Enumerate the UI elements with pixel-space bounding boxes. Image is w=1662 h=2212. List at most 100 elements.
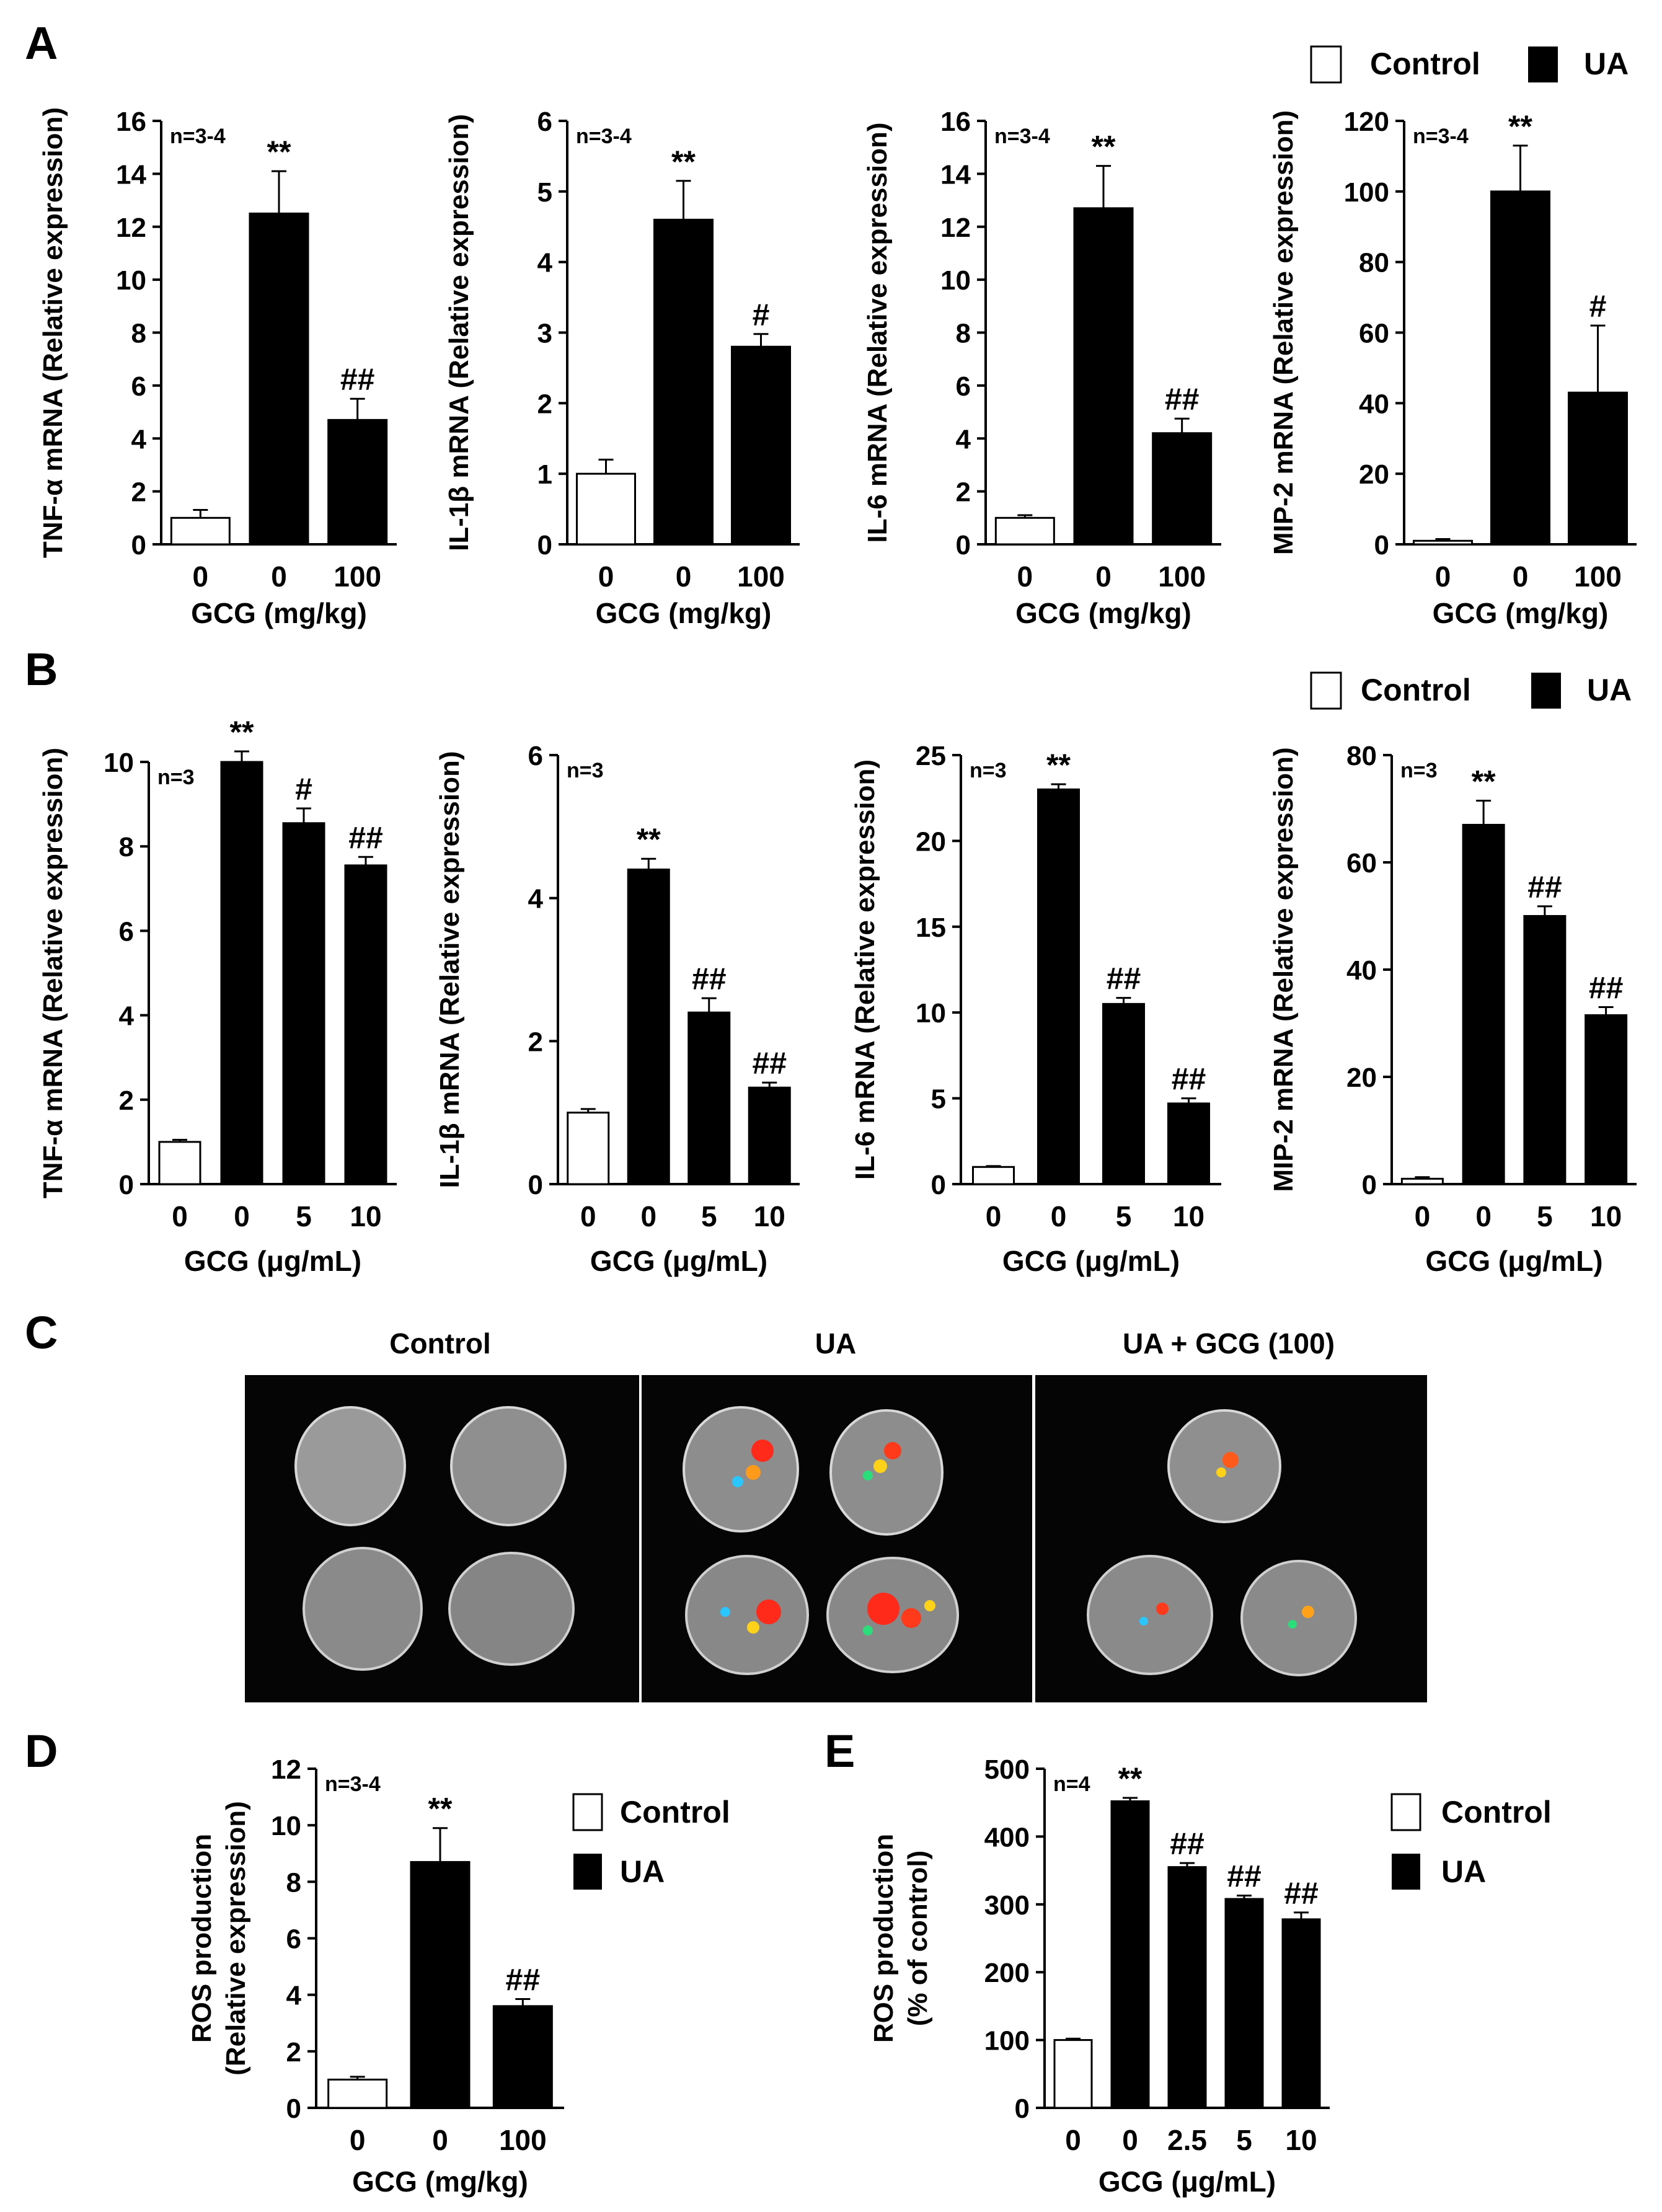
chart-b3-il6: 0 5 10 15 20 25 0 ** 0 ## 5 ## 10 n=3 GCG (μg/mL) IL-6 … [850, 741, 1221, 1277]
bar [220, 761, 263, 1185]
y-tick-label: 14 [116, 159, 146, 190]
y-tick-label: 10 [916, 998, 946, 1029]
x-tick-label: 0 [1122, 2124, 1138, 2156]
bar [1568, 391, 1628, 546]
x-axis-title: GCG (mg/kg) [191, 597, 367, 629]
n-label: n=3 [970, 759, 1007, 782]
bar [158, 1141, 201, 1185]
y-axis-title: TNF-α mRNA (Relative expression) [38, 748, 68, 1198]
bar [567, 1112, 610, 1185]
x-tick-label: 0 [598, 560, 614, 593]
significance-label: ## [340, 362, 375, 397]
lung-icon [1087, 1555, 1213, 1675]
y-tick-label: 6 [528, 741, 543, 771]
ros-signal [1302, 1606, 1314, 1618]
significance-label: ## [1527, 870, 1562, 905]
y-tick-label: 0 [931, 1170, 946, 1200]
bar [170, 516, 231, 546]
n-label: n=4 [1053, 1772, 1090, 1796]
significance-label: ## [1165, 382, 1200, 417]
chart-e-ros-invitro: 0 100 200 300 400 500 0 ** 0 ## 2.5 ## 5 ## 10 n=4 GCG (… [869, 1754, 1330, 2198]
significance-label: ## [752, 1046, 787, 1081]
n-label: n=3-4 [170, 125, 226, 148]
y-tick-label: 200 [984, 1958, 1030, 1988]
bar [1053, 2039, 1093, 2109]
ros-signal [732, 1476, 743, 1487]
y-tick-label: 6 [286, 1924, 301, 1955]
y-tick-label: 0 [119, 1170, 134, 1200]
panel-c-label-ua-gcg: UA + GCG (100) [1123, 1327, 1335, 1360]
significance-label: ## [692, 962, 727, 996]
y-tick-label: 10 [271, 1811, 301, 1841]
bar [748, 1086, 791, 1185]
y-tick-label: 0 [528, 1170, 543, 1200]
y-tick-label: 10 [116, 265, 146, 296]
x-tick-label: 0 [350, 2124, 366, 2156]
bar [344, 864, 387, 1185]
panel-c: Control UA UA + GCG (100) [245, 1327, 1427, 1702]
y-axis-title: MIP-2 mRNA (Relative expression) [1268, 747, 1299, 1192]
y-tick-label: 100 [984, 2026, 1030, 2056]
bar [282, 822, 325, 1185]
y-tick-label: 120 [1344, 107, 1389, 137]
legend-e-ua-label: UA [1441, 1854, 1486, 1889]
ros-signal [1222, 1452, 1239, 1468]
x-axis-title: GCG (mg/kg) [352, 2166, 528, 2198]
y-tick-label: 3 [537, 319, 552, 349]
x-tick-label: 0 [271, 560, 287, 593]
y-tick-label: 16 [940, 107, 971, 137]
n-label: n=3 [1400, 759, 1438, 782]
y-axis-title: IL-1β mRNA (Relative expression) [444, 114, 474, 551]
x-tick-label: 0 [432, 2124, 448, 2156]
bar [994, 516, 1055, 546]
lung-icon [450, 1406, 567, 1526]
bar [1224, 1898, 1264, 2109]
x-tick-label: 5 [296, 1200, 312, 1232]
x-tick-label: 5 [1537, 1200, 1553, 1232]
ros-signal [863, 1626, 873, 1635]
x-tick-label: 0 [1475, 1200, 1492, 1232]
bar [576, 472, 636, 546]
y-tick-label: 0 [131, 530, 146, 560]
chart-b2-il1b: 0 2 4 6 0 ** 0 ## 5 ## 10 n=3 GCG (μg/mL) IL-1β mRNA … [435, 741, 800, 1277]
ros-signal [756, 1599, 781, 1624]
y-tick-label: 2 [119, 1086, 134, 1116]
x-tick-label: 0 [1513, 560, 1529, 593]
x-tick-label: 100 [499, 2124, 547, 2156]
panel-letter-e: E [824, 1725, 855, 1777]
bar [1281, 1918, 1321, 2109]
y-tick-label: 2 [131, 477, 146, 508]
x-tick-label: 5 [1116, 1200, 1132, 1232]
y-tick-label: 0 [286, 2094, 301, 2124]
y-tick-label: 4 [956, 424, 971, 454]
x-tick-label: 0 [1065, 2124, 1081, 2156]
lung-icon [1240, 1560, 1357, 1676]
legend-d-control-swatch [572, 1793, 603, 1831]
chart-a2-il1b: 0 1 2 3 4 5 6 0 ** 0 #100 n=3-4 GCG (mg/kg) IL-1β mRN… [444, 107, 800, 629]
x-axis-title: GCG (μg/mL) [184, 1245, 361, 1277]
y-axis-title: (% of control) [903, 1851, 933, 2027]
bar [1413, 539, 1473, 546]
x-axis-title: GCG (μg/mL) [1425, 1245, 1602, 1277]
legend-a: Control UA [1310, 45, 1629, 84]
x-axis-title: GCG (μg/mL) [1098, 2166, 1276, 2198]
legend-e: Control UA [1390, 1793, 1552, 1890]
bar [1102, 1002, 1145, 1185]
bar [1462, 823, 1505, 1185]
y-tick-label: 2 [286, 2037, 301, 2068]
significance-label: ** [428, 1792, 453, 1826]
n-label: n=3 [157, 766, 195, 789]
legend-e-control-swatch [1390, 1793, 1421, 1831]
y-tick-label: 6 [537, 107, 552, 137]
bar [410, 1860, 471, 2109]
significance-label: ## [348, 820, 383, 855]
bar [327, 418, 388, 546]
x-tick-label: 0 [1415, 1200, 1431, 1232]
y-axis-title: TNF-α mRNA (Relative expression) [38, 107, 68, 558]
x-tick-label: 0 [1095, 560, 1112, 593]
y-tick-label: 12 [271, 1754, 301, 1785]
legend-a-ua-swatch [1528, 46, 1558, 82]
y-tick-label: 0 [956, 530, 971, 560]
y-tick-label: 40 [1359, 389, 1389, 419]
panel-letter-a: A [25, 17, 58, 69]
